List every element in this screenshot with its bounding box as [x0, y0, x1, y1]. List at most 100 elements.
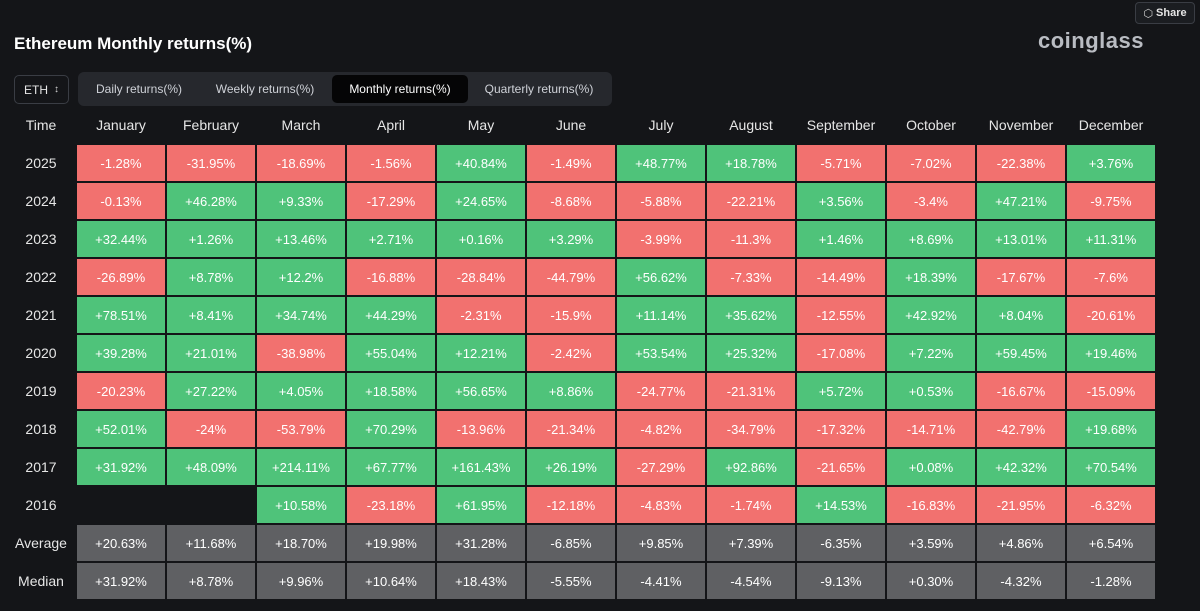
return-cell: +46.28% [166, 182, 256, 220]
return-cell: -16.83% [886, 486, 976, 524]
return-cell: -9.75% [1066, 182, 1156, 220]
return-cell: +8.41% [166, 296, 256, 334]
return-cell: +59.45% [976, 334, 1066, 372]
stat-cell: -4.32% [976, 562, 1066, 600]
year-label: 2022 [25, 269, 57, 285]
return-cell: -2.31% [436, 296, 526, 334]
year-label: 2021 [25, 307, 57, 323]
return-cell: -21.34% [526, 410, 616, 448]
tab-weekly-returns[interactable]: Weekly returns(%) [215, 82, 315, 96]
return-cell: +4.05% [256, 372, 346, 410]
return-cell: +19.68% [1066, 410, 1156, 448]
share-label: Share [1156, 7, 1187, 19]
return-cell: -24.77% [616, 372, 706, 410]
return-cell: +48.77% [616, 144, 706, 182]
return-cell: -1.74% [706, 486, 796, 524]
return-cell: +8.04% [976, 296, 1066, 334]
return-cell: -17.67% [976, 258, 1066, 296]
return-cell: -14.49% [796, 258, 886, 296]
column-header-month: December [1078, 117, 1144, 133]
page-title: Ethereum Monthly returns(%) [14, 34, 253, 53]
return-cell: -4.83% [616, 486, 706, 524]
tab-daily-returns[interactable]: Daily returns(%) [95, 82, 182, 96]
return-cell: +0.16% [436, 220, 526, 258]
return-cell: +70.29% [346, 410, 436, 448]
return-cell: +47.21% [976, 182, 1066, 220]
column-header-month: June [555, 117, 587, 133]
stat-cell: +31.28% [436, 524, 526, 562]
return-cell: -34.79% [706, 410, 796, 448]
column-header-month: July [648, 117, 674, 133]
tab-monthly-returns[interactable]: Monthly returns(%) [332, 75, 468, 103]
return-cell: +48.09% [166, 448, 256, 486]
return-cell: +25.32% [706, 334, 796, 372]
chevron-updown-icon: ↕ [54, 83, 59, 95]
return-cell: -24% [166, 410, 256, 448]
return-cell: -14.71% [886, 410, 976, 448]
return-cell: -17.32% [796, 410, 886, 448]
return-cell: +39.28% [76, 334, 166, 372]
return-cell: -2.42% [526, 334, 616, 372]
return-cell [76, 486, 166, 524]
return-cell: -16.88% [346, 258, 436, 296]
return-cell: +12.21% [436, 334, 526, 372]
return-cell: +67.77% [346, 448, 436, 486]
stat-row-label: Average [15, 535, 67, 551]
return-cell: +52.01% [76, 410, 166, 448]
stat-cell: +9.85% [616, 524, 706, 562]
column-header-month: August [729, 117, 773, 133]
share-icon: ⬡ [1143, 7, 1154, 20]
coin-select[interactable]: ETH ↕ [14, 75, 69, 104]
return-cell: +42.32% [976, 448, 1066, 486]
return-cell: +34.74% [256, 296, 346, 334]
return-cell: +78.51% [76, 296, 166, 334]
return-cell: +19.46% [1066, 334, 1156, 372]
column-header-time: Time [25, 117, 57, 133]
return-cell: +161.43% [436, 448, 526, 486]
stat-cell: +31.92% [76, 562, 166, 600]
column-header-month: January [96, 117, 146, 133]
return-cell: +13.01% [976, 220, 1066, 258]
return-cell: +5.72% [796, 372, 886, 410]
column-header-month: March [281, 117, 321, 133]
stat-cell: +10.64% [346, 562, 436, 600]
return-cell: -7.02% [886, 144, 976, 182]
return-cell: -8.68% [526, 182, 616, 220]
return-cell: -17.08% [796, 334, 886, 372]
return-cell: +1.46% [796, 220, 886, 258]
return-cell: +40.84% [436, 144, 526, 182]
stat-cell: -4.54% [706, 562, 796, 600]
return-cell [166, 486, 256, 524]
share-button[interactable]: ⬡ Share [1135, 2, 1195, 24]
stat-cell: +8.78% [166, 562, 256, 600]
return-cell: +14.53% [796, 486, 886, 524]
column-header-month: September [806, 117, 876, 133]
stat-cell: -5.55% [526, 562, 616, 600]
year-label: 2025 [25, 155, 57, 171]
return-cell: -18.69% [256, 144, 346, 182]
return-cell: -16.67% [976, 372, 1066, 410]
tab-quarterly-returns[interactable]: Quarterly returns(%) [484, 82, 594, 96]
year-label: 2023 [25, 231, 57, 247]
year-label: 2018 [25, 421, 57, 437]
return-cell: -38.98% [256, 334, 346, 372]
return-cell: +11.14% [616, 296, 706, 334]
return-cell: +214.11% [256, 448, 346, 486]
stat-cell: -6.85% [526, 524, 616, 562]
stat-cell: -4.41% [616, 562, 706, 600]
return-cell: +3.76% [1066, 144, 1156, 182]
return-cell: +12.2% [256, 258, 346, 296]
return-cell: -5.71% [796, 144, 886, 182]
return-cell: +55.04% [346, 334, 436, 372]
stat-cell: -9.13% [796, 562, 886, 600]
return-cell: +31.92% [76, 448, 166, 486]
return-cell: +8.69% [886, 220, 976, 258]
return-cell: -1.56% [346, 144, 436, 182]
return-cell: -13.96% [436, 410, 526, 448]
stat-cell: +4.86% [976, 524, 1066, 562]
return-cell: -21.65% [796, 448, 886, 486]
return-cell: -7.6% [1066, 258, 1156, 296]
stat-cell: +20.63% [76, 524, 166, 562]
stat-cell: +7.39% [706, 524, 796, 562]
return-cell: +13.46% [256, 220, 346, 258]
